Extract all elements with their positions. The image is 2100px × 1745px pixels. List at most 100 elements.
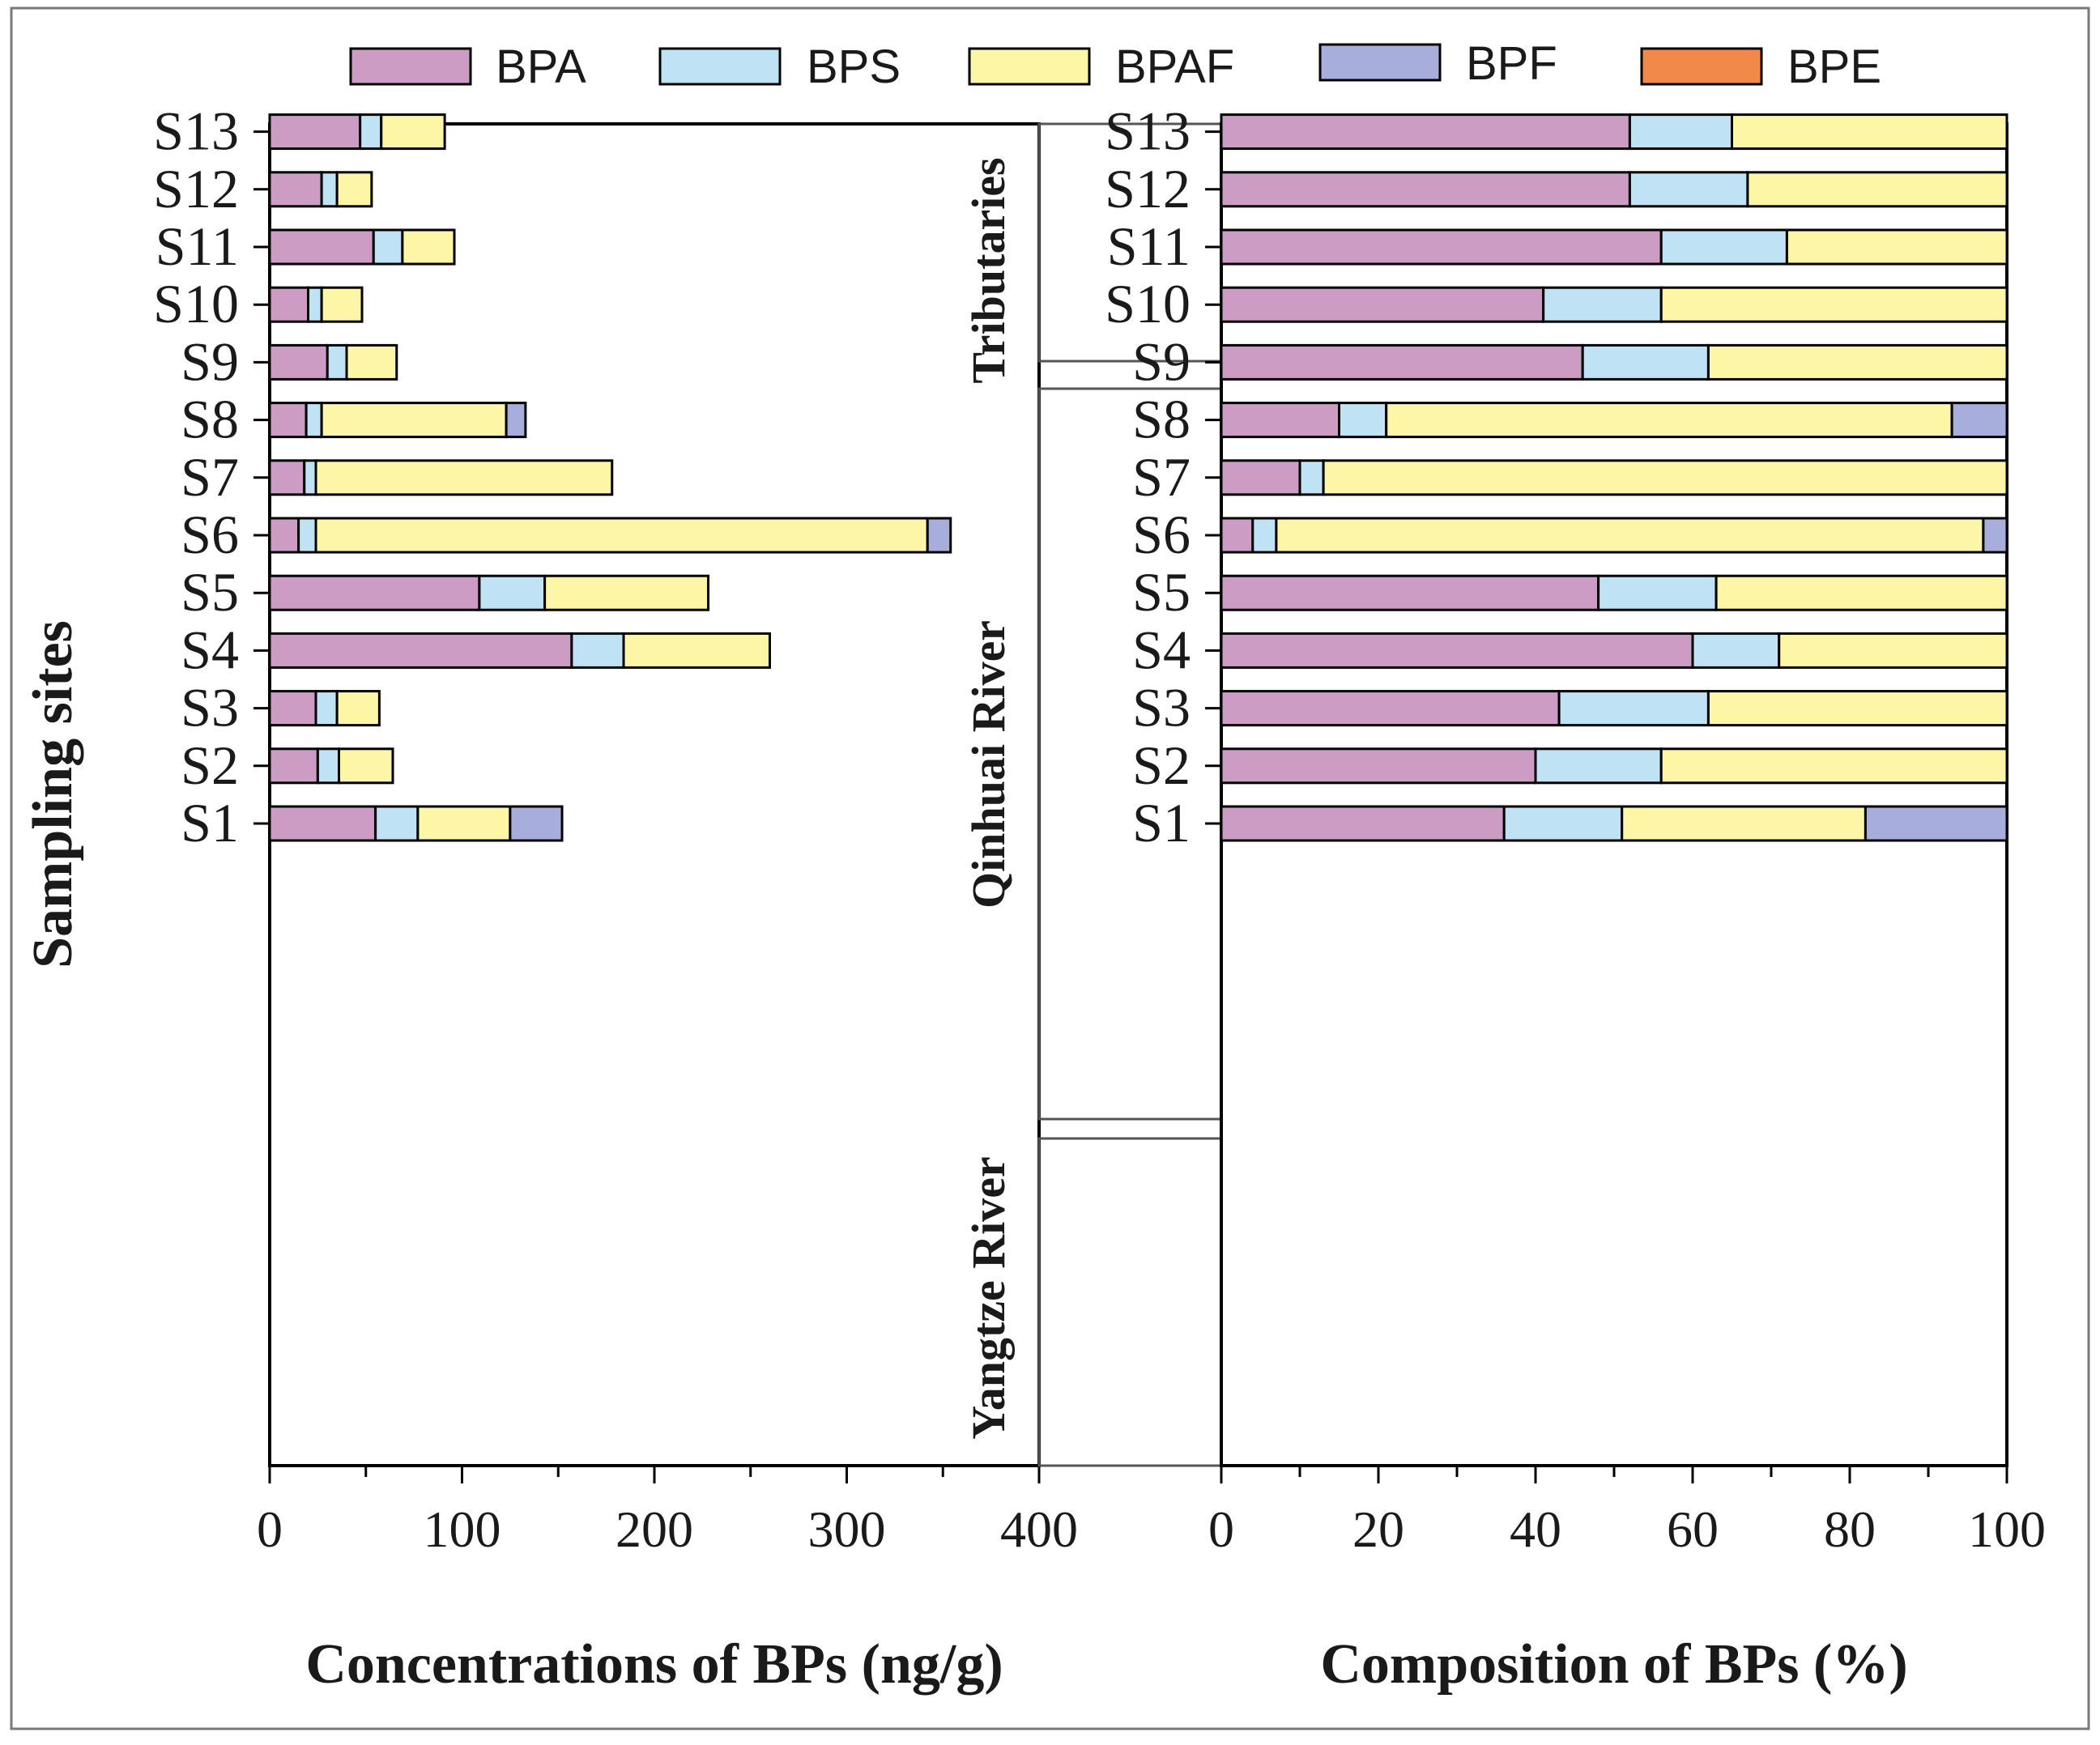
right-bar-s8-bps [1338,402,1388,439]
left-bar-s11-bps [372,228,404,266]
right-bar-s4-bps [1691,632,1781,669]
figure-border [10,6,2090,1730]
left-bar-s1-bps [374,805,420,842]
right-bar-s1-bps [1502,805,1624,842]
left-bar-s12-bps [320,171,339,208]
site-groups: Tributaries Qinhuai River Yangtze River [962,122,1223,1467]
left-bar-s9-bps [326,343,348,381]
left-bar-s8-bpa [268,402,308,439]
left-bar-s11-bpa [268,228,375,266]
left-bar-s7-bpa [268,459,306,496]
right-bar-s12-bps [1628,171,1749,208]
right-bar-s11-bpaf [1785,228,2008,266]
left-bar-s6-bpf [926,517,952,554]
left-bar-s10-bpa [268,286,309,323]
right-bar-s8-bpaf [1385,402,1953,439]
right-xtick-label-1: 20 [1352,1500,1404,1558]
right-bar-s9-bps [1581,343,1710,381]
left-ylabel-s1: S1 [181,792,239,853]
left-bar-s3-bpaf [335,690,381,727]
right-bar-s12-bpaf [1746,171,2008,208]
left-ylabel-s8: S8 [181,389,239,450]
right-bar-s2-bpa [1220,747,1537,785]
right-bar-s10-bps [1542,286,1663,323]
right-bar-s11-bpa [1220,228,1663,266]
right-ylabel-s10: S10 [1105,273,1191,334]
legend-label-bpf: BPF [1466,37,1557,90]
legend-item-bpa: BPA [349,40,586,93]
legend-item-bpf: BPF [1318,37,1557,90]
left-ylabel-s4: S4 [181,619,239,680]
group-label-yangtze-river: Yangtze River [962,1156,1015,1440]
left-bar-s8-bpaf [320,402,508,439]
left-xtick-label-1: 100 [424,1500,501,1558]
right-xtick-label-2: 40 [1510,1500,1561,1558]
right-bar-s7-bps [1298,459,1325,496]
left-ylabel-s7: S7 [181,446,239,508]
right-bar-s13-bps [1628,113,1734,151]
right-ylabel-s13: S13 [1105,100,1191,162]
left-bar-s13-bpa [268,113,362,151]
left-ylabel-s12: S12 [153,158,239,219]
left-bar-s6-bpa [268,517,300,554]
left-bar-s7-bpaf [314,459,614,496]
right-bar-s8-bpa [1220,402,1340,439]
right-bar-s3-bpa [1220,690,1561,727]
right-bar-s1-bpf [1864,805,2008,842]
left-ylabel-s9: S9 [181,330,239,392]
left-bar-s8-bps [305,402,323,439]
legend-label-bpe: BPE [1787,40,1881,93]
right-bar-s3-bps [1557,690,1710,727]
right-ylabel-s2: S2 [1132,734,1191,796]
left-bar-s12-bpaf [335,171,373,208]
right-xtick-label-5: 100 [1968,1500,2046,1558]
right-ylabel-s5: S5 [1132,561,1191,623]
right-bar-s4-bpa [1220,632,1694,669]
right-ylabel-s3: S3 [1132,677,1191,738]
right-ylabel-s6: S6 [1132,504,1191,565]
left-bar-s5-bpa [268,574,481,611]
legend-item-bps: BPS [658,40,901,93]
left-bar-s3-bpa [268,690,317,727]
right-x-axis: 0 20 40 60 80 100 [1208,1466,2046,1558]
left-ylabel-s3: S3 [181,677,239,738]
right-bar-s8-bpf [1950,402,2008,439]
left-ylabel-s2: S2 [181,734,239,796]
right-ylabel-s12: S12 [1105,158,1191,219]
group-label-qinhuai-river: Qinhuai River [962,620,1015,909]
legend-swatch-bpe [1640,47,1763,86]
legend-swatch-bpf [1318,43,1442,82]
legend-label-bpaf: BPAF [1115,40,1234,93]
right-ylabel-s4: S4 [1132,619,1191,680]
left-bar-s9-bpaf [345,343,398,381]
left-x-axis: 0 100 200 300 400 [257,1466,1078,1558]
right-bar-s9-bpa [1220,343,1584,381]
left-bar-s10-bps [307,286,323,323]
left-bar-s2-bpaf [338,747,394,785]
left-bar-s2-bpa [268,747,319,785]
left-bar-s4-bpaf [622,632,771,669]
left-bar-s1-bpa [268,805,377,842]
left-bar-s1-bpaf [416,805,512,842]
right-bar-s7-bpa [1220,459,1301,496]
left-bar-s11-bpaf [401,228,456,266]
left-bar-s12-bpa [268,171,323,208]
legend-item-bpe: BPE [1640,40,1881,93]
right-bar-s6-bps [1251,517,1278,554]
left-bar-s5-bps [478,574,547,611]
right-ylabel-s7: S7 [1132,446,1191,508]
legend-swatch-bpaf [968,47,1091,86]
right-bar-s5-bpaf [1715,574,2008,611]
right-bar-s6-bpa [1220,517,1254,554]
legend-label-bpa: BPA [496,40,586,93]
left-ylabel-s10: S10 [153,273,239,334]
left-bar-s4-bpa [268,632,573,669]
right-bar-s4-bpaf [1778,632,2008,669]
right-bar-s10-bpa [1220,286,1545,323]
left-xtick-label-2: 200 [616,1500,693,1558]
right-ylabel-s9: S9 [1132,330,1191,392]
right-bar-s9-bpaf [1706,343,2008,381]
